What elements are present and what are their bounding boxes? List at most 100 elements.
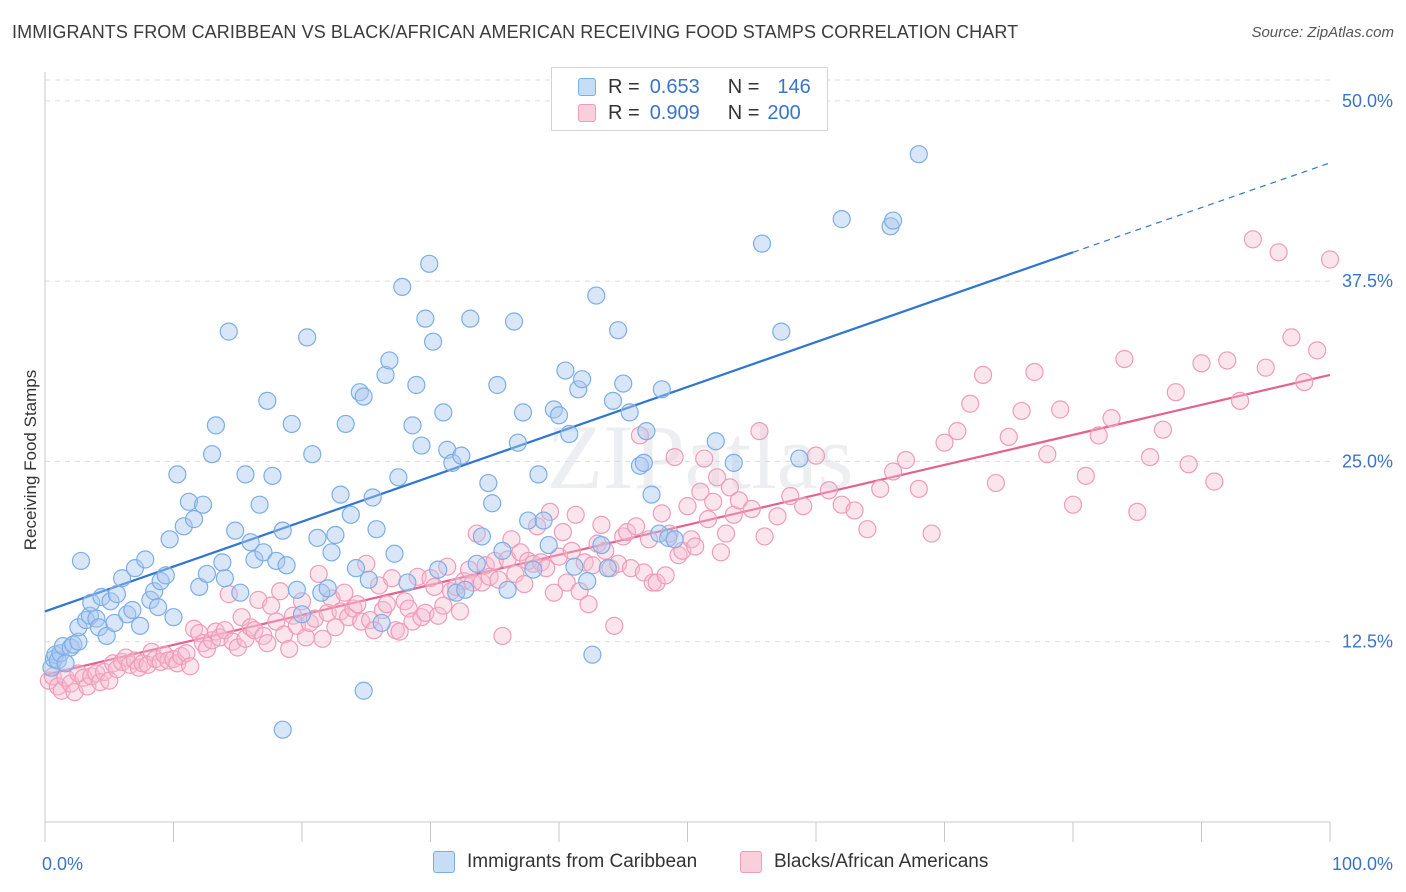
black-point [1218,351,1237,370]
caribbean-point [354,681,373,700]
caribbean-point [215,569,234,588]
caribbean-point [107,585,127,604]
black-point [1295,372,1314,392]
caribbean-point [130,616,150,635]
caribbean-point [620,403,639,422]
black-point [742,499,761,519]
black-point [720,478,740,497]
caribbean-point [634,453,653,472]
caribbean-point [273,521,292,540]
caribbean-point [467,554,486,573]
caribbean-point [407,375,426,395]
black-point [515,574,534,594]
black-point [1308,341,1327,360]
legend-n-value: 200 [767,101,801,124]
black-point [1063,495,1083,514]
black-point [986,473,1006,493]
caribbean-point [193,495,213,514]
black-point [1282,328,1301,347]
black-point [704,492,723,511]
caribbean-point [592,535,611,555]
black-point [1051,400,1070,419]
caribbean-point [569,380,588,399]
black-point [750,422,769,441]
black-point [1025,362,1044,382]
black-point [232,608,251,627]
black-point [665,447,684,467]
caribbean-point [141,590,160,609]
correlation-legend: R = 0.653 N = 146 R = 0.909 N = 200 [551,67,828,131]
black-point [1038,445,1057,464]
caribbean-point [359,570,378,589]
black-point [450,602,470,621]
y-axis-title: Receiving Food Stamps [21,369,40,551]
black-point [781,486,800,506]
caribbean-point [219,322,238,341]
black-point [1243,230,1263,249]
black-point [691,482,710,501]
caribbean-point [772,322,791,341]
caribbean-point [583,645,602,664]
caribbean-point [112,569,132,588]
caribbean-point [64,635,83,654]
caribbean-point [258,391,277,410]
black-point [707,468,727,487]
caribbean-point [398,573,417,592]
caribbean-point [56,654,75,673]
caribbean-point [336,414,355,434]
caribbean-point [508,433,527,452]
caribbean-point [250,495,269,514]
black-point [489,570,508,589]
series-legend-caribbean: Immigrants from Caribbean [433,851,697,873]
caribbean-point [236,465,255,484]
black-point [634,563,653,582]
legend-n-label: N = [727,101,760,124]
caribbean-point [587,286,606,305]
black-point [493,626,512,646]
caribbean-point [598,559,617,578]
caribbean-point [504,312,524,331]
black-point [1269,243,1288,262]
caribbean-point [603,391,623,410]
caribbean-point [226,521,245,540]
chart-title: IMMIGRANTS FROM CARIBBEAN VS BLACK/AFRIC… [12,22,1019,42]
black-point [729,491,749,510]
legend-r-value: 0.909 [649,101,700,124]
black-point [961,394,980,413]
caribbean-point [642,485,661,504]
black-point [390,622,409,641]
black-point [434,596,453,615]
y-tick-label: 12.5% [1342,632,1393,652]
caribbean-point [263,466,282,485]
caribbean-point [403,416,422,435]
caribbean-point [578,572,597,591]
caribbean-point [179,492,199,511]
caribbean-point [184,510,204,529]
caribbean-point [420,254,439,273]
caribbean-point [277,556,296,575]
caribbean-point [524,560,543,579]
black-point [476,556,495,575]
black-point [1179,455,1198,474]
caribbean-point [560,424,579,444]
legend-swatch-pink [578,104,596,122]
black-point [271,582,290,601]
black-point [858,520,877,539]
black-point [172,647,191,666]
black-point [948,422,967,441]
black-point [652,504,671,523]
caribbean-point [105,613,124,633]
black-point [605,616,624,635]
caribbean-point [282,414,301,434]
black-point [711,543,731,562]
black-point [922,524,941,543]
black-point [335,583,354,602]
black-point [1012,401,1031,421]
black-point [1115,349,1134,369]
legend-r-label: R = [608,101,640,124]
caribbean-point [832,210,851,229]
caribbean-point [412,436,431,455]
caribbean-point [298,328,317,347]
y-tick-label: 37.5% [1342,271,1393,291]
black-point [313,629,332,648]
